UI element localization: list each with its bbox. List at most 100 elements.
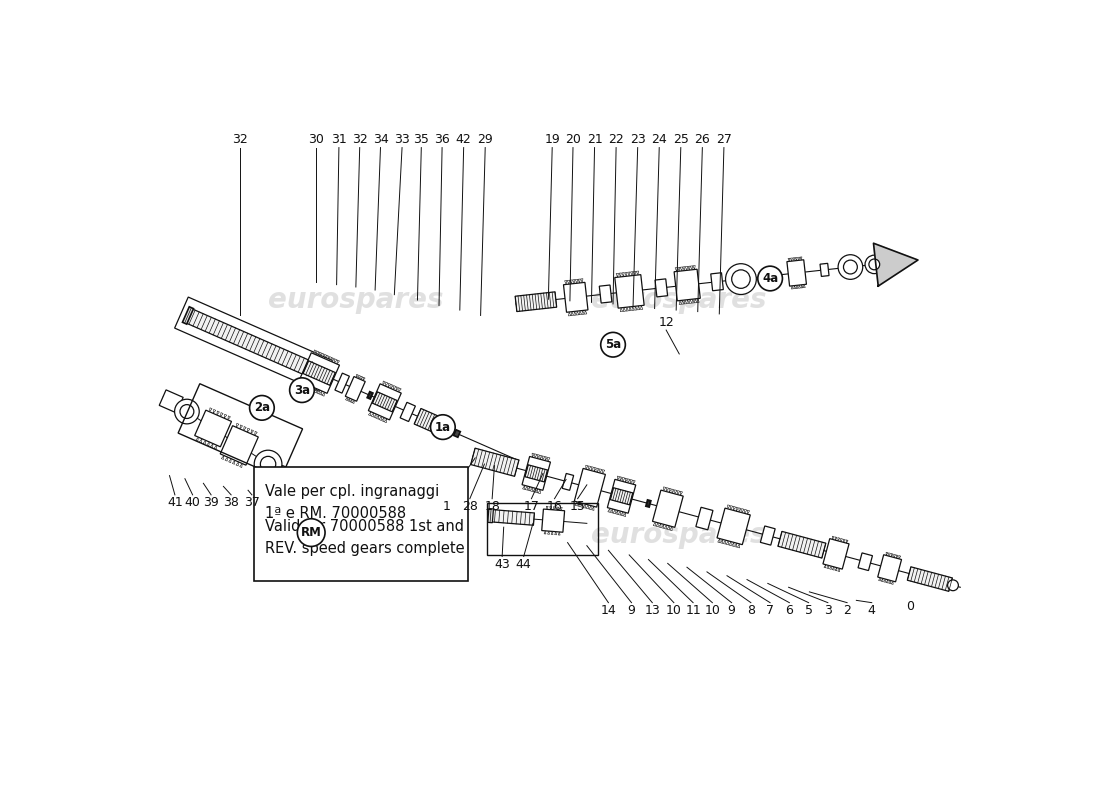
Text: 3: 3 bbox=[824, 604, 832, 618]
Text: 27: 27 bbox=[716, 133, 732, 146]
Polygon shape bbox=[525, 486, 527, 490]
Polygon shape bbox=[887, 552, 888, 555]
Polygon shape bbox=[383, 381, 385, 385]
Polygon shape bbox=[229, 458, 231, 462]
Polygon shape bbox=[896, 555, 899, 558]
Polygon shape bbox=[626, 307, 628, 311]
Polygon shape bbox=[240, 463, 242, 467]
Polygon shape bbox=[661, 524, 663, 528]
Text: 32: 32 bbox=[232, 133, 249, 146]
Polygon shape bbox=[693, 266, 695, 270]
Text: 43: 43 bbox=[494, 558, 510, 571]
Polygon shape bbox=[680, 267, 682, 271]
Polygon shape bbox=[199, 438, 202, 442]
Polygon shape bbox=[348, 398, 350, 402]
Polygon shape bbox=[685, 266, 688, 270]
Polygon shape bbox=[630, 272, 632, 276]
Polygon shape bbox=[557, 507, 559, 510]
Polygon shape bbox=[791, 258, 792, 261]
Polygon shape bbox=[618, 511, 620, 515]
Polygon shape bbox=[363, 378, 365, 381]
Polygon shape bbox=[551, 531, 553, 534]
Polygon shape bbox=[620, 477, 623, 481]
Polygon shape bbox=[546, 457, 548, 461]
Polygon shape bbox=[415, 409, 454, 438]
Circle shape bbox=[430, 414, 455, 439]
Polygon shape bbox=[228, 416, 230, 420]
Polygon shape bbox=[824, 565, 826, 568]
Polygon shape bbox=[345, 377, 365, 402]
Polygon shape bbox=[571, 312, 573, 316]
Polygon shape bbox=[537, 454, 540, 458]
Polygon shape bbox=[597, 468, 600, 472]
Circle shape bbox=[250, 395, 274, 420]
Polygon shape bbox=[542, 456, 544, 460]
Text: 8: 8 bbox=[747, 604, 755, 618]
Text: 12: 12 bbox=[658, 315, 674, 329]
Polygon shape bbox=[625, 272, 627, 276]
Polygon shape bbox=[324, 354, 327, 358]
Polygon shape bbox=[226, 457, 228, 461]
Polygon shape bbox=[544, 531, 546, 534]
Polygon shape bbox=[562, 474, 574, 490]
Polygon shape bbox=[528, 487, 530, 491]
Text: 16: 16 bbox=[547, 500, 562, 514]
Polygon shape bbox=[684, 300, 686, 304]
Polygon shape bbox=[195, 410, 231, 447]
Polygon shape bbox=[674, 270, 701, 301]
Polygon shape bbox=[636, 271, 639, 275]
Text: 37: 37 bbox=[244, 496, 260, 510]
Text: eurospares: eurospares bbox=[268, 286, 443, 314]
Polygon shape bbox=[538, 490, 540, 494]
Polygon shape bbox=[625, 478, 627, 482]
Polygon shape bbox=[368, 412, 371, 416]
Text: 4a: 4a bbox=[762, 272, 778, 285]
Polygon shape bbox=[615, 274, 645, 308]
Polygon shape bbox=[220, 426, 258, 465]
Polygon shape bbox=[891, 554, 893, 557]
Polygon shape bbox=[747, 510, 749, 514]
Polygon shape bbox=[373, 392, 397, 412]
Polygon shape bbox=[304, 384, 307, 388]
Polygon shape bbox=[160, 390, 184, 413]
Polygon shape bbox=[329, 357, 332, 361]
Polygon shape bbox=[624, 307, 626, 311]
Polygon shape bbox=[307, 386, 309, 390]
Text: 24: 24 bbox=[651, 133, 667, 146]
Text: 33: 33 bbox=[394, 133, 410, 146]
Polygon shape bbox=[745, 510, 747, 514]
Polygon shape bbox=[240, 425, 243, 429]
Polygon shape bbox=[741, 509, 744, 513]
Circle shape bbox=[254, 450, 282, 478]
Polygon shape bbox=[586, 505, 589, 509]
Text: 10: 10 bbox=[704, 604, 720, 618]
Polygon shape bbox=[617, 476, 619, 480]
Polygon shape bbox=[631, 306, 635, 310]
Text: 23: 23 bbox=[630, 133, 646, 146]
Polygon shape bbox=[889, 553, 891, 556]
Polygon shape bbox=[558, 532, 560, 535]
Polygon shape bbox=[717, 508, 750, 545]
Text: 1: 1 bbox=[443, 500, 451, 514]
Polygon shape bbox=[686, 300, 689, 304]
Text: 5a: 5a bbox=[605, 338, 621, 351]
Polygon shape bbox=[844, 539, 845, 542]
Polygon shape bbox=[838, 568, 839, 572]
Polygon shape bbox=[540, 455, 542, 459]
Polygon shape bbox=[311, 388, 315, 392]
Text: 42: 42 bbox=[455, 133, 472, 146]
Polygon shape bbox=[620, 512, 623, 516]
Polygon shape bbox=[588, 466, 591, 470]
Text: 7: 7 bbox=[766, 604, 774, 618]
Polygon shape bbox=[581, 278, 583, 282]
Polygon shape bbox=[881, 578, 883, 582]
Polygon shape bbox=[691, 266, 693, 270]
Polygon shape bbox=[361, 376, 363, 379]
Text: Vale per cpl. ingranaggi
1ª e RM. 70000588: Vale per cpl. ingranaggi 1ª e RM. 700005… bbox=[265, 484, 439, 522]
Polygon shape bbox=[672, 489, 674, 493]
Polygon shape bbox=[739, 508, 741, 512]
Polygon shape bbox=[210, 443, 213, 447]
Polygon shape bbox=[887, 580, 888, 583]
Polygon shape bbox=[314, 350, 317, 354]
Polygon shape bbox=[586, 465, 589, 469]
